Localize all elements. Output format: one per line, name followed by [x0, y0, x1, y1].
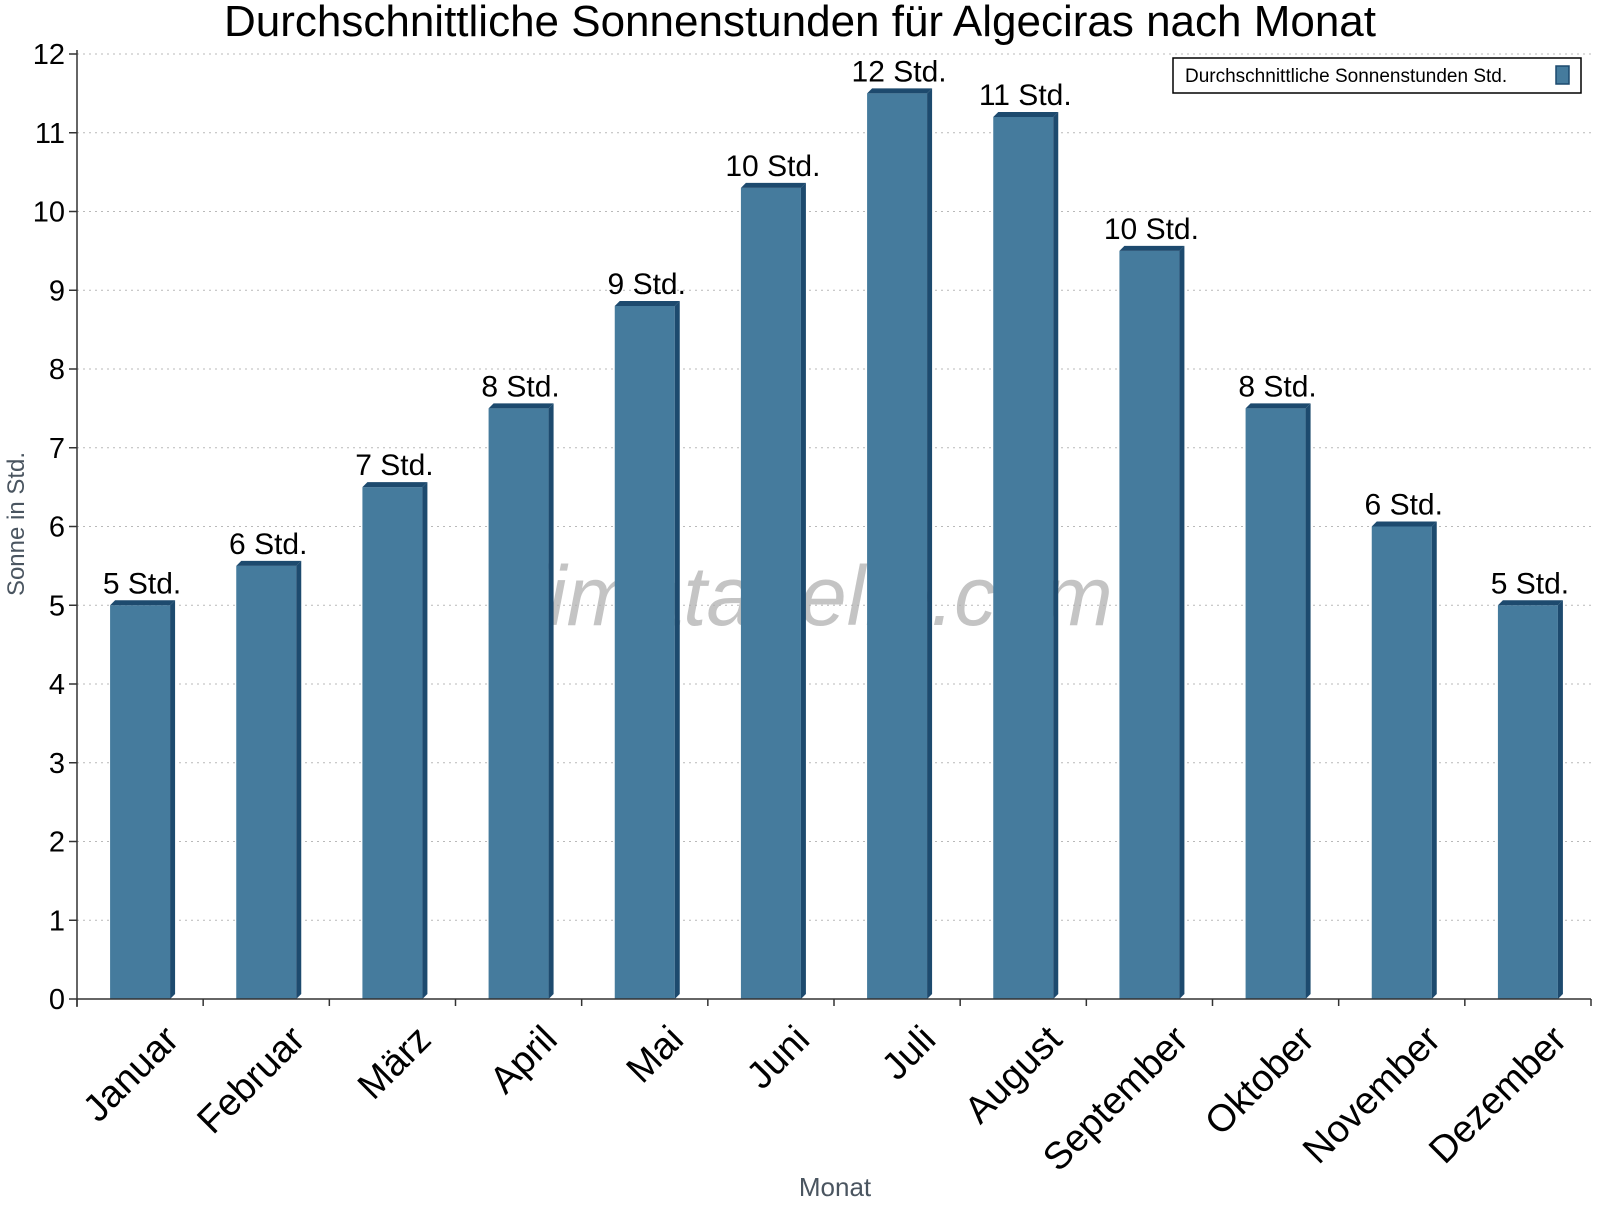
y-tick-label: 1	[49, 905, 65, 937]
x-tick-label: Juni	[739, 1018, 818, 1097]
bar-top	[1119, 245, 1185, 251]
bar-side	[1305, 403, 1311, 999]
y-tick-label: 10	[33, 197, 65, 229]
bar-top	[488, 403, 554, 409]
x-tick-label: November	[1295, 1018, 1449, 1172]
bar	[993, 117, 1054, 999]
bar	[1371, 526, 1432, 999]
data-label: 5 Std.	[1491, 567, 1569, 600]
bar	[488, 408, 549, 999]
bar-top	[614, 301, 680, 306]
data-labels: 5 Std. 6 Std. 7 Std. 8 Std. 9 Std. 10 Std. 12 …	[103, 55, 1569, 600]
data-label: 6 Std.	[229, 528, 307, 561]
data-label: 7 Std.	[355, 449, 433, 482]
x-tick-label: Februar	[189, 1018, 313, 1142]
data-label: 8 Std.	[481, 370, 559, 403]
data-label: 10 Std.	[725, 150, 820, 183]
bar	[740, 187, 801, 999]
y-tick-label: 5	[49, 590, 65, 622]
bar-side	[1053, 112, 1059, 999]
y-tick-label: 9	[49, 275, 65, 307]
y-tick-label: 6	[49, 512, 65, 544]
x-tick-label: August	[957, 1018, 1071, 1132]
data-label: 5 Std.	[103, 567, 181, 600]
bar-side	[548, 403, 554, 999]
chart-title: Durchschnittliche Sonnenstunden für Alge…	[224, 0, 1376, 46]
bar	[110, 605, 171, 999]
data-label: 10 Std.	[1104, 213, 1199, 246]
legend-box	[1172, 57, 1582, 94]
x-tick-label: Juli	[874, 1018, 944, 1088]
x-tick-label: Januar	[75, 1018, 187, 1130]
bar-top	[236, 560, 302, 566]
bar	[1245, 408, 1306, 999]
bar-top	[993, 112, 1059, 117]
y-tick-label: 3	[49, 748, 65, 780]
x-tick-label: Oktober	[1197, 1018, 1323, 1144]
y-tick-label: 8	[49, 354, 65, 386]
x-tick-label: Dezember	[1421, 1018, 1575, 1172]
data-label: 12 Std.	[852, 55, 947, 88]
bar-side	[422, 482, 428, 999]
bar-top	[362, 482, 428, 488]
bar-side	[296, 560, 302, 999]
bar-side	[800, 182, 806, 999]
bar-top	[740, 182, 806, 188]
bar-side	[1431, 521, 1437, 999]
bar	[362, 487, 423, 999]
bar-side	[1179, 245, 1185, 999]
y-tick-label: 11	[35, 118, 65, 150]
bar-top	[1371, 521, 1437, 527]
data-label: 8 Std.	[1238, 370, 1316, 403]
bar	[867, 93, 928, 999]
y-tick-label: 0	[49, 984, 65, 1016]
grid-lines	[77, 53, 1591, 921]
bar	[614, 306, 675, 999]
x-tick-label: April	[482, 1018, 565, 1101]
y-tick-label: 12	[33, 39, 65, 71]
data-label: 6 Std.	[1365, 489, 1443, 522]
bar-side	[927, 88, 933, 999]
legend-swatch	[1555, 65, 1570, 85]
bar	[1497, 605, 1558, 999]
bar-side	[1557, 600, 1563, 999]
y-tick-label: 2	[49, 827, 65, 859]
bar-top	[1245, 403, 1311, 409]
bar	[236, 565, 297, 999]
y-axis-title: Sonne in Std.	[3, 452, 30, 596]
x-tick-label: März	[350, 1018, 439, 1107]
bar-top	[867, 88, 933, 94]
data-label: 9 Std.	[608, 268, 686, 301]
data-label: 11 Std.	[979, 79, 1072, 112]
bars	[110, 88, 1563, 999]
bar-side	[170, 600, 176, 999]
bar-side	[674, 301, 680, 999]
bar-top	[1497, 600, 1563, 606]
x-tick-label: Mai	[619, 1018, 692, 1091]
legend-label: Durchschnittliche Sonnenstunden Std.	[1185, 66, 1507, 87]
bar	[1119, 250, 1180, 999]
y-tick-label: 4	[49, 669, 65, 701]
y-tick-label: 7	[49, 433, 65, 465]
x-axis-title: Monat	[799, 1172, 872, 1200]
bar-top	[110, 600, 176, 606]
legend: Durchschnittliche Sonnenstunden Std.	[1172, 57, 1582, 94]
